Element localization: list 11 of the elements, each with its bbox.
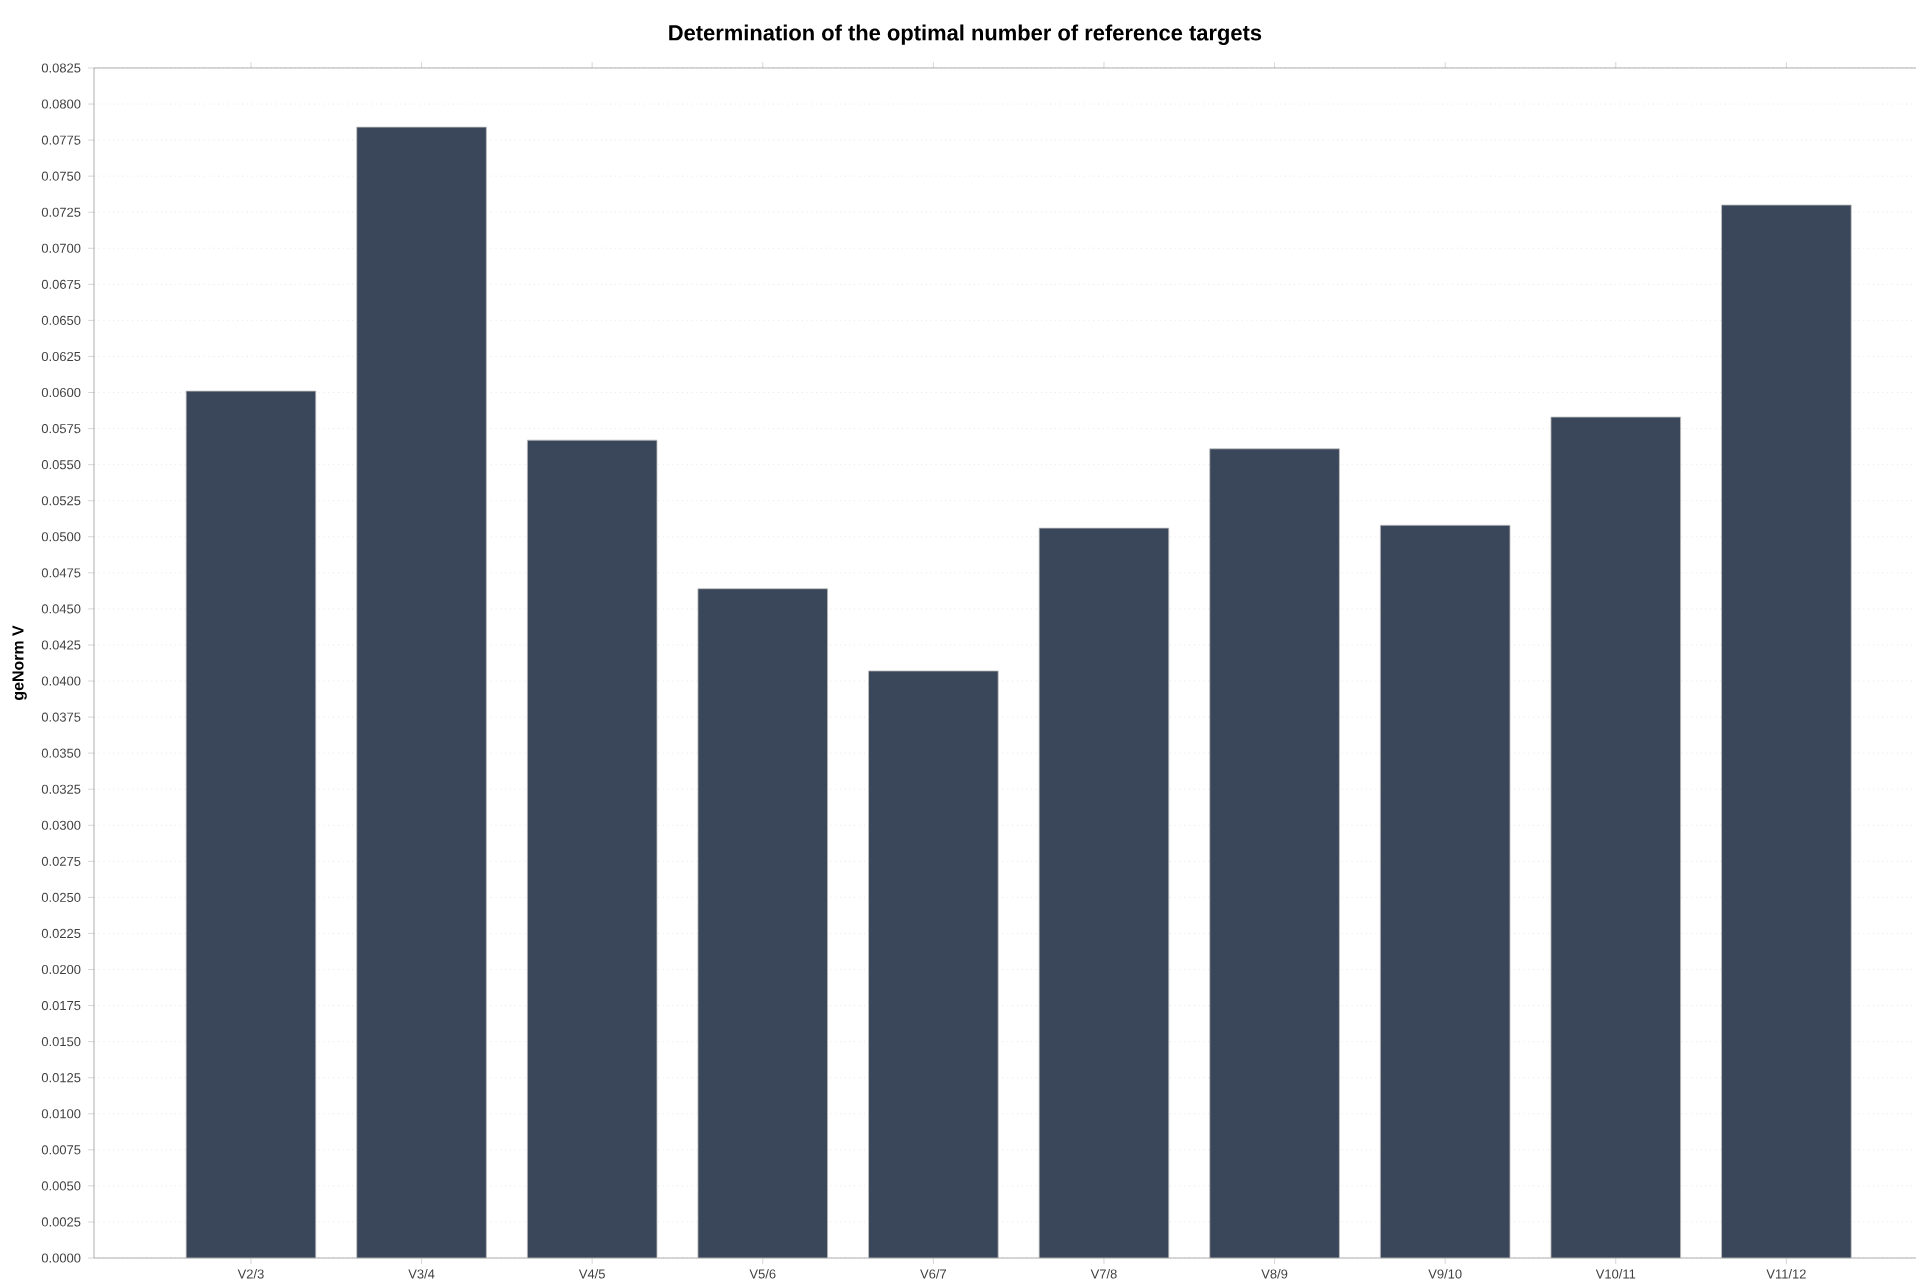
bar: [1721, 204, 1852, 1259]
bar: [1379, 524, 1511, 1259]
bar: [868, 670, 999, 1259]
bar: [356, 126, 487, 1259]
bar: [1038, 527, 1170, 1259]
chart-title: Determination of the optimal number of reference targets: [669, 24, 1262, 45]
bar: [185, 390, 317, 1259]
bar: [1550, 416, 1681, 1259]
bar: [526, 439, 658, 1259]
bar: [1209, 448, 1340, 1259]
bar: [697, 588, 828, 1259]
